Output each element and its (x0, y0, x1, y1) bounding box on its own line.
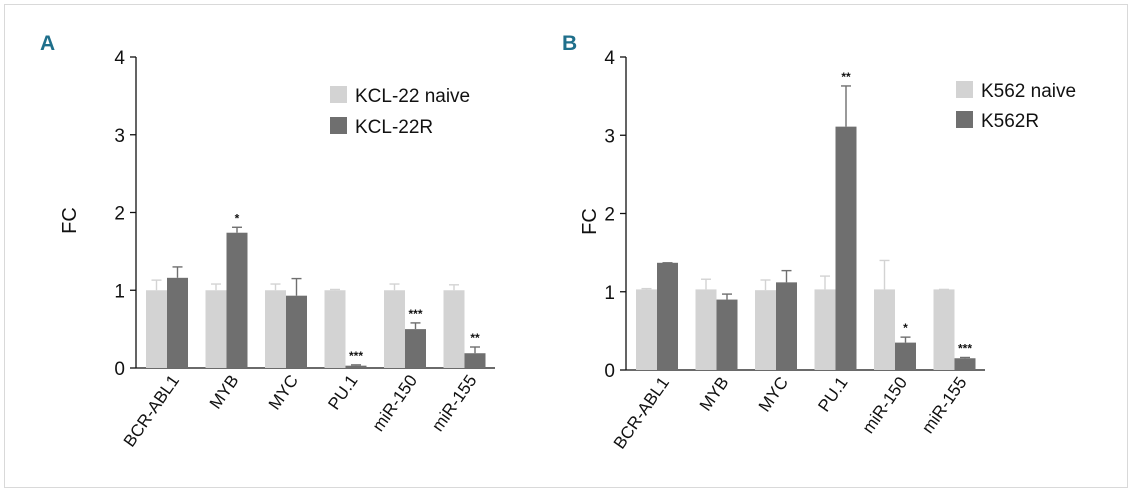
y-tick-label: 2 (604, 205, 615, 226)
significance-marker: *** (408, 307, 422, 321)
x-tick-label: PU.1 (814, 373, 851, 415)
bar (933, 289, 955, 370)
x-tick-label: BCR-ABL1 (610, 373, 673, 452)
bar (205, 290, 227, 368)
bar (874, 289, 895, 370)
significance-marker: * (903, 321, 908, 335)
bar (636, 289, 657, 370)
legend-label: KCL-22 naive (355, 86, 470, 107)
y-axis-label: FC (59, 207, 81, 234)
y-tick-label: 0 (604, 361, 615, 382)
bar (835, 126, 857, 370)
legend-label: K562 naive (981, 81, 1076, 102)
bar (716, 299, 738, 370)
bar (405, 329, 426, 368)
bar (265, 290, 286, 368)
legend-swatch (956, 81, 973, 98)
bar (695, 289, 717, 370)
x-tick-label: miR-155 (428, 371, 480, 435)
x-tick-label: miR-155 (918, 373, 970, 437)
x-tick-label: MYB (696, 373, 733, 414)
significance-marker: *** (349, 349, 363, 363)
y-tick-label: 0 (114, 359, 125, 380)
y-axis-label: FC (579, 208, 601, 235)
panel-label: B (562, 32, 577, 55)
legend-swatch (330, 117, 347, 134)
bar (345, 365, 367, 368)
legend-swatch (956, 111, 973, 128)
x-tick-label: miR-150 (369, 371, 421, 435)
bar (167, 277, 188, 368)
bar (384, 290, 405, 368)
bar (954, 358, 976, 370)
y-tick-label: 2 (114, 204, 125, 225)
bar (324, 290, 346, 368)
bar (776, 282, 797, 370)
bar (814, 289, 836, 370)
significance-marker: * (235, 211, 240, 225)
y-tick-label: 4 (604, 48, 615, 69)
legend-label: K562R (981, 111, 1039, 132)
y-tick-label: 4 (114, 48, 125, 69)
panel-label: A (40, 32, 55, 55)
x-tick-label: MYB (206, 371, 243, 412)
y-tick-label: 1 (114, 281, 125, 302)
legend-label: KCL-22R (355, 117, 433, 138)
bar (464, 353, 486, 368)
bar (755, 290, 776, 370)
bar (226, 232, 248, 368)
y-tick-label: 1 (604, 283, 615, 304)
bar (657, 262, 678, 370)
x-tick-label: PU.1 (324, 371, 361, 413)
significance-marker: ** (841, 70, 851, 84)
bar (286, 295, 307, 368)
x-tick-label: miR-150 (859, 373, 911, 437)
figure-frame (4, 4, 1128, 488)
x-tick-label: MYC (755, 373, 792, 415)
bar (895, 342, 916, 370)
bar (146, 290, 167, 368)
y-tick-label: 3 (114, 126, 125, 147)
x-tick-label: BCR-ABL1 (120, 371, 183, 450)
legend-swatch (330, 86, 347, 103)
x-tick-label: MYC (265, 371, 302, 413)
y-tick-label: 3 (604, 126, 615, 147)
significance-marker: *** (958, 341, 972, 355)
significance-marker: ** (470, 331, 480, 345)
bar (443, 290, 465, 368)
